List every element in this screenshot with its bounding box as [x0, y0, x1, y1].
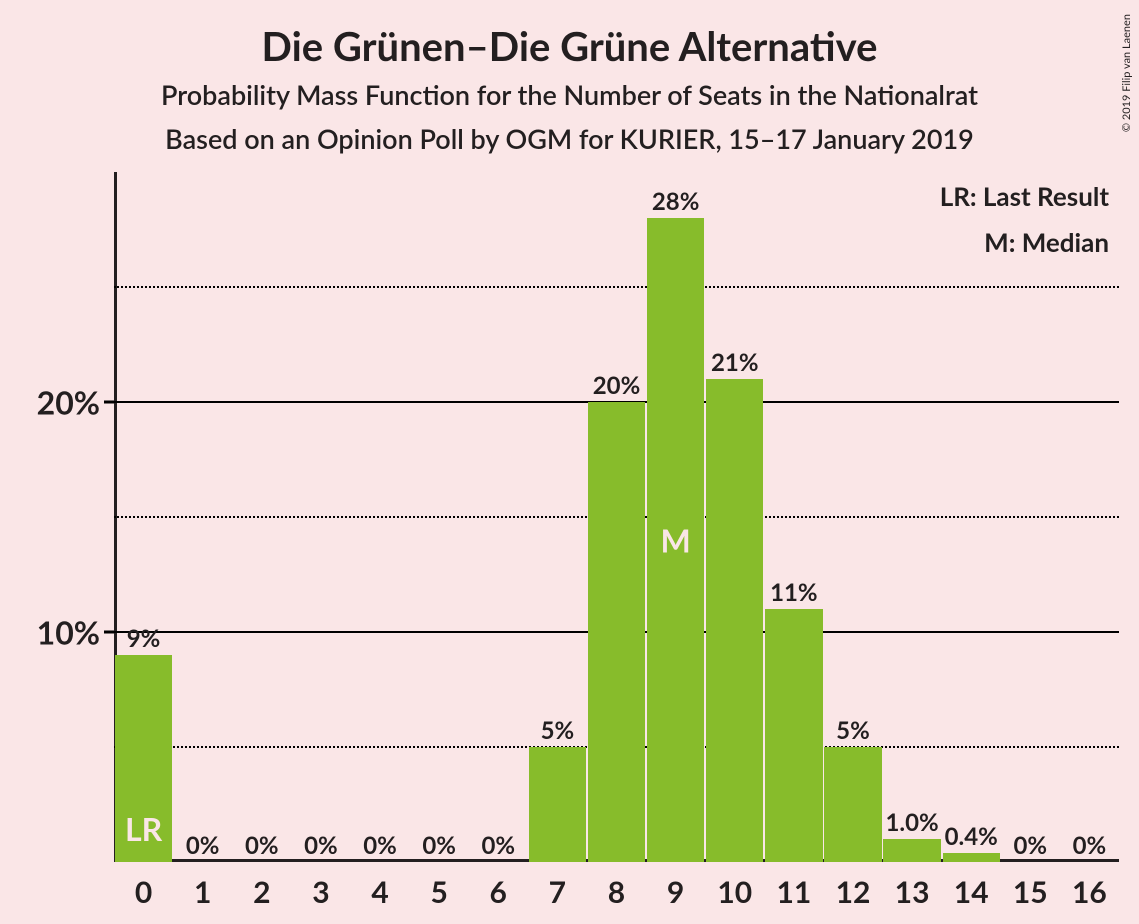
bar: 5% — [529, 747, 586, 862]
bar-value-label: 0% — [481, 831, 515, 862]
bar-value-label: 5% — [541, 716, 575, 747]
bar-value-label: 9% — [127, 624, 161, 655]
bar-value-label: 0% — [1073, 831, 1107, 862]
bar-value-label: 0% — [422, 831, 456, 862]
bar-value-label: 11% — [770, 578, 818, 609]
x-tick-label: 7 — [549, 862, 566, 910]
bar-value-label: 28% — [652, 187, 700, 218]
bar-value-label: 0% — [245, 831, 279, 862]
bar-inner-label: LR — [125, 809, 162, 848]
x-tick-label: 13 — [895, 862, 930, 910]
bar-value-label: 5% — [836, 716, 870, 747]
y-tick-label: 20% — [37, 383, 114, 422]
x-tick-label: 11 — [776, 862, 811, 910]
bar: 21% — [706, 379, 763, 862]
bar: 11% — [765, 609, 822, 862]
x-tick-label: 2 — [253, 862, 270, 910]
x-tick-label: 1 — [194, 862, 211, 910]
x-tick-label: 5 — [430, 862, 447, 910]
x-tick-label: 14 — [954, 862, 989, 910]
chart-title: Die Grünen–Die Grüne Alternative — [0, 22, 1139, 70]
x-tick-label: 9 — [667, 862, 684, 910]
x-tick-label: 0 — [135, 862, 152, 910]
grid-line — [114, 286, 1119, 288]
x-tick-label: 15 — [1013, 862, 1048, 910]
x-tick-label: 4 — [371, 862, 388, 910]
x-tick-label: 10 — [717, 862, 752, 910]
bar-value-label: 0% — [304, 831, 338, 862]
bar-value-label: 20% — [593, 371, 641, 402]
bar: 28%M — [647, 218, 704, 862]
x-tick-label: 8 — [608, 862, 625, 910]
bar: 20% — [588, 402, 645, 862]
bar: 5% — [824, 747, 881, 862]
x-tick-label: 16 — [1072, 862, 1107, 910]
x-tick-label: 3 — [312, 862, 329, 910]
plot-area: 10%20%9%LR00%10%20%30%40%50%65%720%828%M… — [114, 172, 1119, 862]
x-tick-label: 6 — [490, 862, 507, 910]
chart-subtitle-2: Based on an Opinion Poll by OGM for KURI… — [0, 122, 1139, 155]
copyright-text: © 2019 Filip van Laenen — [1120, 14, 1133, 132]
y-tick-label: 10% — [37, 613, 114, 652]
bar-inner-label: M — [660, 521, 690, 560]
bar: 1.0% — [883, 839, 940, 862]
bar-value-label: 1.0% — [885, 808, 938, 839]
bar-value-label: 21% — [711, 348, 759, 379]
chart-subtitle-1: Probability Mass Function for the Number… — [0, 78, 1139, 111]
bar-value-label: 0% — [186, 831, 220, 862]
bar: 9%LR — [115, 655, 172, 862]
bar-value-label: 0% — [1014, 831, 1048, 862]
bar: 0.4% — [943, 853, 1000, 862]
bar-value-label: 0.4% — [945, 822, 998, 853]
x-tick-label: 12 — [836, 862, 871, 910]
bar-value-label: 0% — [363, 831, 397, 862]
